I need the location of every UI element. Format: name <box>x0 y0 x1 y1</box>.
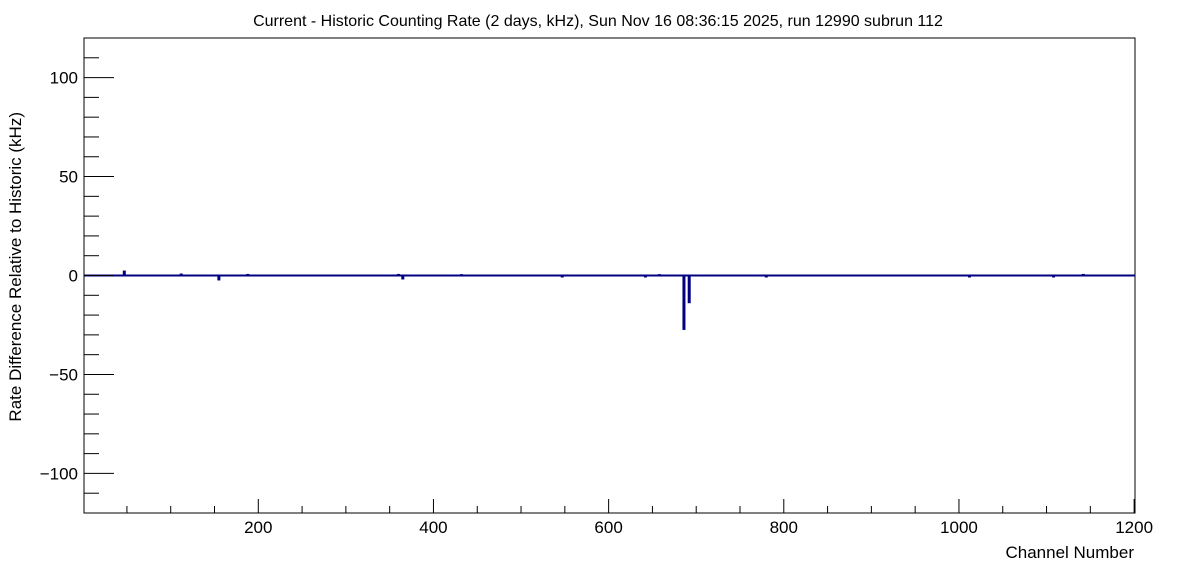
x-axis-title: Channel Number <box>1005 543 1134 562</box>
x-tick-label: 1200 <box>1115 518 1153 537</box>
bar-9 <box>657 274 661 276</box>
chart-title: Current - Historic Counting Rate (2 days… <box>253 13 943 30</box>
y-tick-label: −50 <box>49 365 78 384</box>
x-tick-label: 800 <box>770 518 798 537</box>
bar-2 <box>217 275 221 281</box>
bar-0 <box>122 270 126 276</box>
y-tick-label: 50 <box>59 168 78 187</box>
bar-8 <box>643 275 647 278</box>
bar-7 <box>560 275 564 278</box>
bar-3 <box>246 273 250 276</box>
bar-1 <box>179 273 183 276</box>
bar-10 <box>682 275 686 330</box>
bar-5 <box>401 275 405 280</box>
bar-6 <box>459 274 463 276</box>
x-tick-label: 600 <box>594 518 622 537</box>
x-tick-label: 200 <box>244 518 272 537</box>
bar-12 <box>764 275 768 278</box>
y-axis-title: Rate Difference Relative to Historic (kH… <box>6 112 25 422</box>
y-tick-label: 100 <box>50 69 78 88</box>
x-tick-label: 1000 <box>940 518 978 537</box>
bar-13 <box>967 275 971 278</box>
x-tick-label: 400 <box>419 518 447 537</box>
bar-14 <box>1052 275 1056 278</box>
bar-15 <box>1081 273 1085 276</box>
y-tick-label: −100 <box>40 464 78 483</box>
bar-4 <box>396 273 400 276</box>
y-tick-label: 0 <box>69 267 78 286</box>
bar-11 <box>687 275 691 304</box>
